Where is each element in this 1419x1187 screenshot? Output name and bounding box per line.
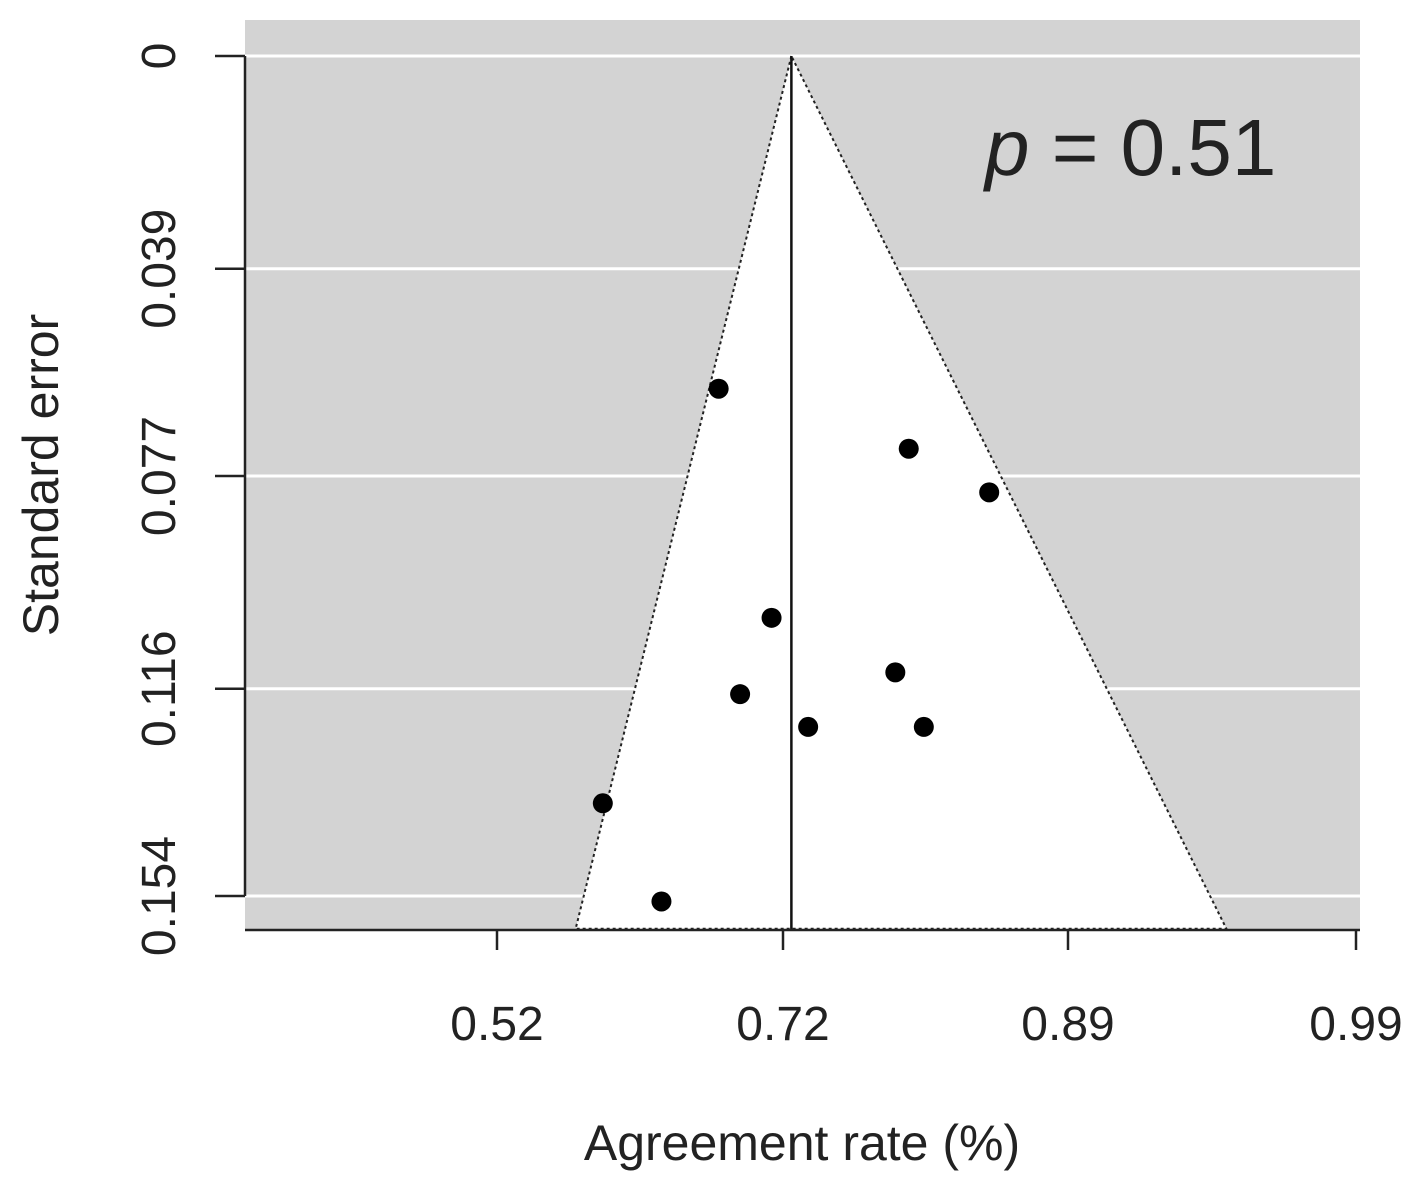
x-tick-label-0: 0.52 <box>450 998 543 1051</box>
study-point-6 <box>730 684 751 705</box>
study-point-9 <box>592 793 613 814</box>
y-tick-label-1: 0.039 <box>133 209 186 329</box>
study-point-8 <box>913 716 934 737</box>
p-value-annotation: p = 0.51 <box>983 103 1276 192</box>
study-points <box>592 378 1000 912</box>
x-axis: 0.52 0.72 0.89 0.99 <box>245 928 1403 1051</box>
x-tick-label-2: 0.89 <box>1021 998 1114 1051</box>
y-tick-label-4: 0.154 <box>133 836 186 956</box>
funnel-region <box>574 53 1229 930</box>
study-point-10 <box>651 891 672 912</box>
study-point-4 <box>761 607 782 628</box>
x-tick-label-3: 0.99 <box>1309 998 1402 1051</box>
study-point-5 <box>885 662 906 683</box>
x-axis-label: Agreement rate (%) <box>584 1115 1020 1171</box>
y-tick-label-2: 0.077 <box>133 416 186 536</box>
x-tick-label-1: 0.72 <box>736 998 829 1051</box>
p-value-text: = 0.51 <box>1030 103 1277 192</box>
study-point-1 <box>708 378 729 399</box>
y-axis-label: Standard error <box>13 314 69 636</box>
study-point-3 <box>979 482 1000 503</box>
study-point-7 <box>798 716 819 737</box>
y-tick-label-3: 0.116 <box>133 630 186 747</box>
p-symbol: p <box>983 103 1030 192</box>
y-tick-label-0: 0 <box>133 43 186 70</box>
y-axis: 0 0.039 0.077 0.116 0.154 <box>133 43 247 956</box>
study-point-2 <box>898 438 919 459</box>
